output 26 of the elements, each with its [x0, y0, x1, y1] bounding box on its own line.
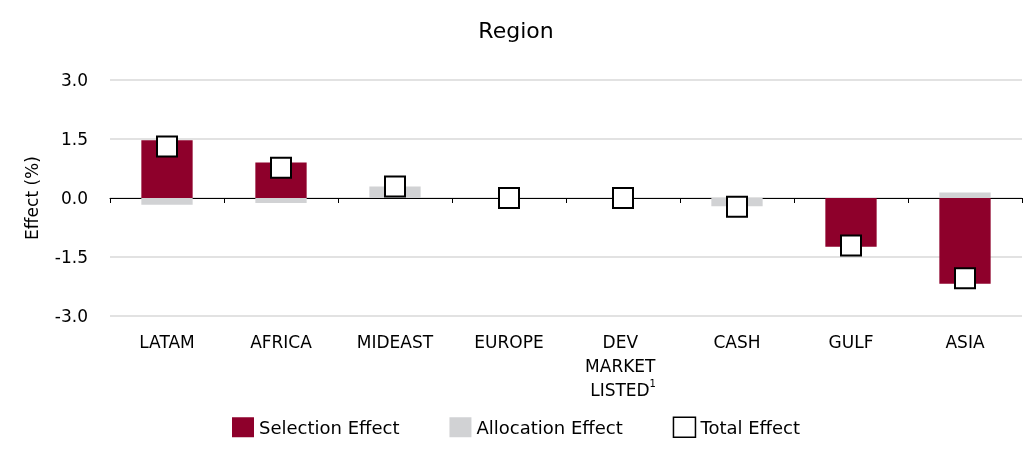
- bar: [939, 198, 991, 284]
- x-tick-label: AFRICA: [250, 332, 313, 352]
- x-tick-label: MIDEAST: [356, 332, 434, 352]
- y-axis-title: Effect (%): [21, 156, 42, 240]
- point: [726, 195, 748, 218]
- y-tick-label: 0.0: [60, 188, 88, 208]
- y-tick-label: 1.5: [60, 129, 88, 149]
- legend-label: Selection Effect: [258, 416, 400, 438]
- point: [270, 156, 292, 179]
- x-tick-label: ASIA: [945, 332, 985, 352]
- point: [156, 135, 178, 158]
- bar: [255, 198, 307, 204]
- x-tick-label: GULF: [828, 332, 874, 352]
- point: [384, 175, 406, 198]
- x-tick-label: LATAM: [139, 332, 195, 352]
- legend-label: Total Effect: [699, 416, 801, 438]
- chart-title: Region: [478, 17, 554, 43]
- y-tick-label: -1.5: [54, 247, 88, 267]
- y-tick-label: 3.0: [60, 70, 88, 90]
- point: [840, 234, 862, 257]
- bar: [141, 198, 193, 205]
- point: [954, 267, 976, 290]
- x-tick-label: EUROPE: [474, 332, 544, 352]
- x-tick-label: CASH: [713, 332, 761, 352]
- legend-label: Allocation Effect: [476, 416, 623, 438]
- y-tick-label: -3.0: [54, 306, 88, 326]
